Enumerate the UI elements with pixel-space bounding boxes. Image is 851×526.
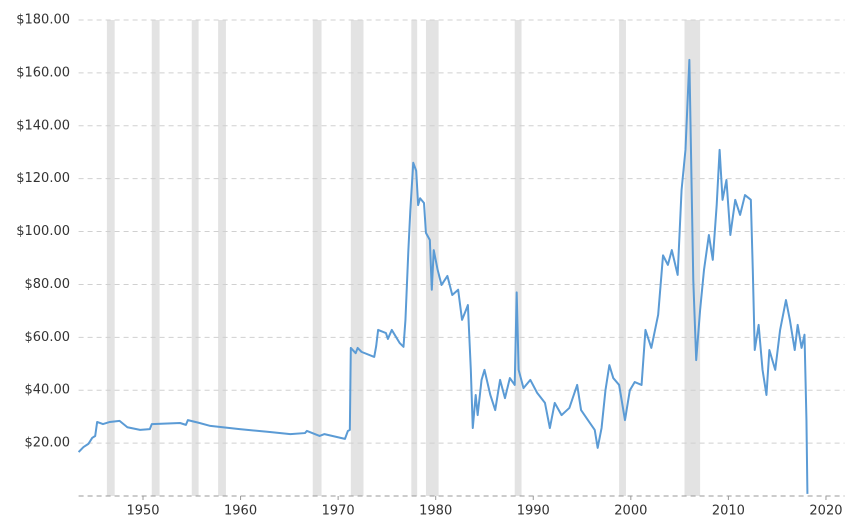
recession-band xyxy=(312,20,322,496)
y-tick-label: $40.00 xyxy=(25,383,71,398)
recession-band xyxy=(106,20,115,496)
y-tick-label: $60.00 xyxy=(25,330,71,345)
recession-band xyxy=(218,20,226,496)
y-tick-label: $80.00 xyxy=(25,277,71,292)
y-tick-label: $160.00 xyxy=(16,65,70,80)
recession-band xyxy=(514,20,522,496)
y-tick-label: $120.00 xyxy=(16,171,70,186)
recession-band xyxy=(425,20,439,496)
x-tick-label: 2000 xyxy=(614,504,647,519)
x-tick-label: 1950 xyxy=(126,504,159,519)
x-tick-label: 2010 xyxy=(712,504,745,519)
x-tick-label: 1990 xyxy=(517,504,550,519)
x-tick-label: 1960 xyxy=(224,504,257,519)
price-line xyxy=(77,58,809,494)
y-tick-label: $100.00 xyxy=(16,224,70,239)
recession-band xyxy=(151,20,160,496)
x-tick-label: 1980 xyxy=(419,504,452,519)
x-tick-label: 1970 xyxy=(322,504,355,519)
x-tick-label: 2020 xyxy=(809,504,842,519)
recession-band xyxy=(350,20,364,496)
recession-band xyxy=(191,20,199,496)
y-tick-label: $20.00 xyxy=(25,436,71,451)
recession-band xyxy=(619,20,626,496)
y-tick-label: $180.00 xyxy=(16,13,70,28)
y-tick-label: $140.00 xyxy=(16,118,70,133)
recession-band xyxy=(411,20,418,496)
